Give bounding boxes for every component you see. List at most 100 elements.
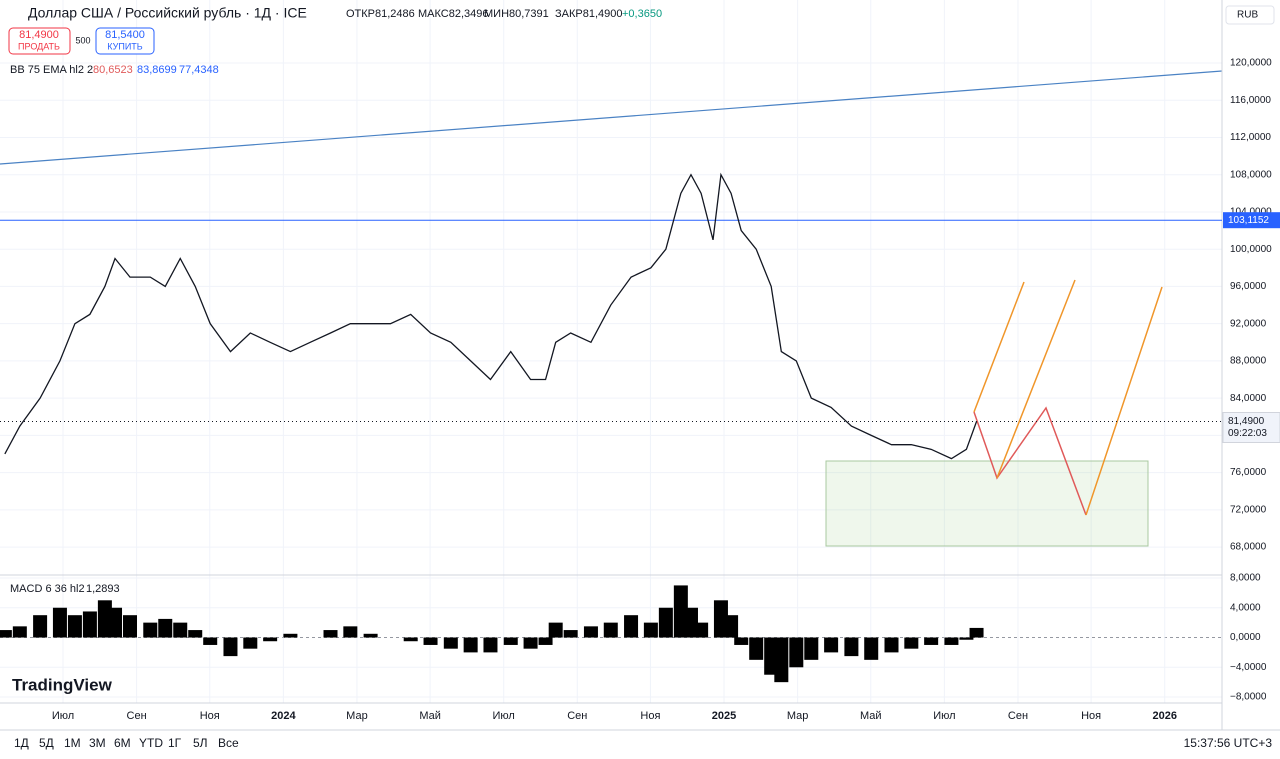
x-tick-label: Июл xyxy=(933,710,955,722)
y-tick-label: 100,0000 xyxy=(1230,244,1272,255)
macd-bar xyxy=(52,607,67,638)
y2-tick-label: 4,0000 xyxy=(1230,602,1261,613)
macd-bar xyxy=(904,637,919,649)
x-tick-label: Мар xyxy=(346,710,368,722)
macd-value: 1,2893 xyxy=(86,583,120,595)
x-tick-label: Май xyxy=(860,710,882,722)
macd-bar xyxy=(503,637,518,645)
bb-value: 77,4348 xyxy=(179,64,219,76)
range-button[interactable]: 5Л xyxy=(193,736,208,750)
y-tick-label: 120,0000 xyxy=(1230,58,1272,69)
macd-bar xyxy=(403,637,418,642)
range-button[interactable]: YTD xyxy=(139,736,163,750)
countdown: 09:22:03 xyxy=(1228,428,1267,439)
orange-arrow xyxy=(996,279,1076,479)
y-tick-label: 104,0000 xyxy=(1230,207,1272,218)
macd-bar xyxy=(283,633,298,638)
y2-tick-label: 8,0000 xyxy=(1230,573,1261,584)
x-tick-label: Ноя xyxy=(640,710,660,722)
y-tick-label: 112,0000 xyxy=(1230,132,1271,143)
buy-price: 81,5400 xyxy=(105,29,145,41)
clock: 15:37:56 UTC+3 xyxy=(1184,736,1273,750)
range-button[interactable]: 1М xyxy=(64,736,81,750)
macd-bar xyxy=(12,626,27,638)
symbol: Доллар США / Российский рубль · 1Д · ICE xyxy=(28,5,307,21)
macd-bar xyxy=(243,637,258,649)
range-button[interactable]: 5Д xyxy=(39,736,54,750)
x-tick-label: Сен xyxy=(1008,710,1028,722)
red-arrow xyxy=(973,406,1087,516)
price-tag xyxy=(1223,212,1280,229)
macd-bar xyxy=(203,637,218,645)
macd-bar xyxy=(824,637,839,653)
x-tick-label: 2026 xyxy=(1152,710,1176,722)
y-tick-label: 76,0000 xyxy=(1230,467,1267,478)
sell-label: ПРОДАТЬ xyxy=(18,41,60,51)
y-tick-label: 108,0000 xyxy=(1230,169,1272,180)
last-price-label: 81,4900 xyxy=(1228,416,1265,427)
price-line xyxy=(4,172,978,460)
x-tick-label: Мар xyxy=(787,710,809,722)
macd-bar xyxy=(108,607,123,638)
sell-button[interactable] xyxy=(8,27,71,55)
macd-bar xyxy=(0,630,12,638)
macd-bar xyxy=(749,637,764,660)
macd-bar xyxy=(959,637,974,640)
bb-value: 83,8699 xyxy=(137,64,177,76)
macd-bar xyxy=(33,615,48,638)
macd-name: MACD 6 36 hl2 xyxy=(10,583,85,595)
range-button[interactable]: 6М xyxy=(114,736,131,750)
x-tick-label: 2024 xyxy=(271,710,296,722)
x-tick-label: Июл xyxy=(493,710,515,722)
macd-bar xyxy=(643,622,658,638)
macd-bar xyxy=(884,637,899,653)
macd-bar xyxy=(789,637,804,668)
currency-button[interactable] xyxy=(1225,5,1275,25)
range-button[interactable]: 3М xyxy=(89,736,106,750)
macd-bar xyxy=(864,637,879,660)
macd-bar xyxy=(463,637,478,653)
grid xyxy=(0,0,1222,703)
ohlc: +0,3650 xyxy=(622,8,662,20)
macd-bar xyxy=(924,637,939,645)
macd-bar xyxy=(804,637,819,660)
range-button[interactable]: Все xyxy=(218,736,239,750)
macd-bar xyxy=(143,622,158,638)
macd-bar xyxy=(173,622,188,638)
y-tick-label: 88,0000 xyxy=(1230,356,1267,367)
macd-bar xyxy=(188,630,203,638)
qty: 500 xyxy=(75,35,90,45)
macd-bar xyxy=(694,622,709,638)
macd-bar xyxy=(774,637,789,683)
ohlc: МАКС82,3496 xyxy=(418,8,489,20)
range-button[interactable]: 1Г xyxy=(168,736,182,750)
macd-bar xyxy=(443,637,458,649)
orange-arrow xyxy=(973,281,1025,413)
logo: TradingView xyxy=(12,675,113,694)
macd-bar xyxy=(343,626,358,638)
bb-value: 80,6523 xyxy=(93,64,133,76)
macd-bar xyxy=(523,637,538,649)
y-tick-label: 96,0000 xyxy=(1230,281,1267,292)
x-tick-label: Сен xyxy=(567,710,587,722)
trend-line xyxy=(0,70,1223,165)
macd-bar xyxy=(969,627,984,638)
y-tick-label: 92,0000 xyxy=(1230,318,1267,329)
y-tick-label: 84,0000 xyxy=(1230,393,1267,404)
y-tick-label: 116,0000 xyxy=(1230,95,1271,106)
range-button[interactable]: 1Д xyxy=(14,736,29,750)
macd-bar xyxy=(67,615,82,638)
macd-bar xyxy=(82,611,97,638)
macd-bar xyxy=(483,637,498,653)
y-tick-label: 68,0000 xyxy=(1230,542,1267,553)
x-tick-label: Ноя xyxy=(200,710,220,722)
macd-bar xyxy=(658,607,673,638)
buy-button[interactable] xyxy=(95,27,155,55)
target-zone xyxy=(825,460,1149,547)
buy-label: КУПИТЬ xyxy=(107,41,142,51)
macd-bar xyxy=(844,637,859,657)
macd-bar xyxy=(263,637,278,642)
macd-bar xyxy=(734,637,749,645)
plot: 68,000072,000076,000080,000084,000088,00… xyxy=(0,58,1280,722)
